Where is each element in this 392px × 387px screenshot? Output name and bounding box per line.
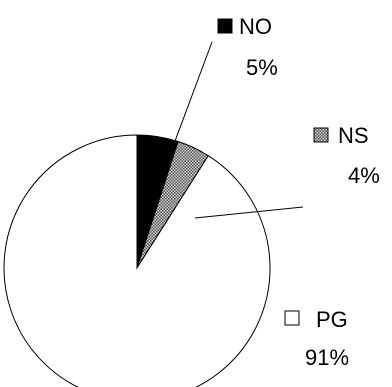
label-no: NO 5% <box>217 14 278 80</box>
slice-value-pg: 91% <box>305 345 349 370</box>
legend-swatch-no <box>217 18 233 34</box>
leader-line-ns <box>194 206 304 219</box>
pie-slice-pg <box>3 134 271 387</box>
slice-name-ns: NS <box>338 123 369 148</box>
slice-name-no: NO <box>239 14 272 39</box>
slice-name-pg: PG <box>316 307 348 332</box>
leader-line-no <box>149 41 213 209</box>
legend-swatch-ns <box>313 127 329 143</box>
label-ns: NS 4% <box>313 123 380 188</box>
slice-value-ns: 4% <box>348 163 380 188</box>
pie-slices <box>3 134 271 387</box>
legend-swatch-pg <box>284 310 300 326</box>
slice-value-no: 5% <box>246 55 278 80</box>
label-pg: PG 91% <box>284 307 349 370</box>
